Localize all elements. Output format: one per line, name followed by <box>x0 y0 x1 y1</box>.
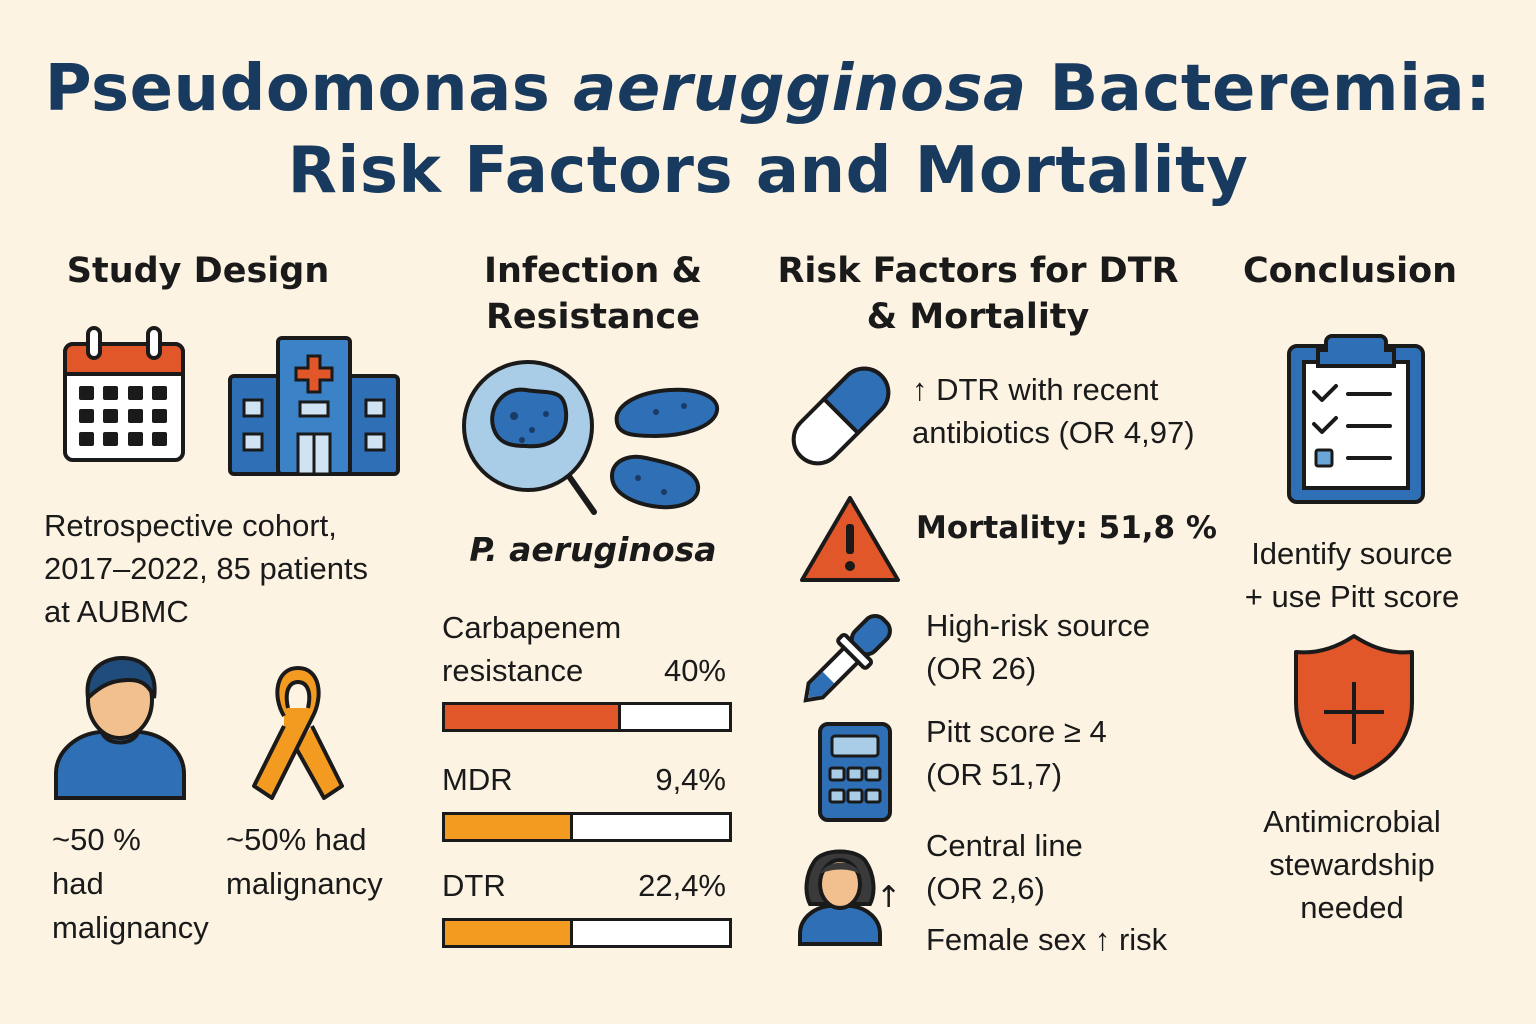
risk-female-note: Female sex ↑ risk <box>926 922 1168 957</box>
title-italic-word: aerugginosa <box>573 52 1027 126</box>
bar-dtr-fill <box>445 921 573 945</box>
bar-mdr-label: MDR <box>442 762 513 797</box>
bar-carbapenem-fill <box>445 705 622 729</box>
heading-study-design: Study Design <box>66 251 330 291</box>
person-icon <box>54 655 186 800</box>
stat-malignancy-left: ~50 % had malignancy <box>52 822 209 945</box>
dropper-icon <box>803 614 892 703</box>
conclusion-text-2: Antimicrobial stewardship needed <box>1263 804 1441 925</box>
heading-risk-factors: Risk Factors for DTR & Mortality <box>777 251 1179 337</box>
capsule-icon <box>791 366 891 466</box>
warning-icon <box>800 496 900 582</box>
risk-item-high-risk-source: High-risk source (OR 26) <box>926 608 1150 686</box>
clipboard-checklist-icon <box>1287 334 1425 504</box>
bar-carbapenem-label: Carbapenem resistance <box>442 610 622 688</box>
study-design-description: Retrospective cohort, 2017–2022, 85 pati… <box>44 508 369 629</box>
heading-infection-resistance: Infection & Resistance <box>483 251 703 337</box>
bar-dtr-track <box>442 918 732 948</box>
bar-mdr-fill <box>445 815 573 839</box>
calculator-icon <box>818 722 892 822</box>
page-title-line-1: Pseudomonas aerugginosa Bacteremia: <box>44 52 1492 126</box>
risk-item-antibiotics: ↑ DTR with recent antibiotics (OR 4,97) <box>912 372 1195 450</box>
woman-risk-arrow: ↑ <box>876 880 902 915</box>
bar-dtr-label: DTR <box>442 868 506 903</box>
bar-carbapenem-value: 40% <box>663 653 726 688</box>
bar-mdr-track <box>442 812 732 842</box>
magnifier-bacteria-icon <box>462 360 597 515</box>
hospital-icon <box>228 336 400 476</box>
organism-label: P. aeruginosa <box>469 530 717 569</box>
mortality-stat: Mortality: 51,8 % <box>916 510 1217 546</box>
risk-item-pitt-score: Pitt score ≥ 4 (OR 51,7) <box>926 714 1107 792</box>
bar-carbapenem-track <box>442 702 732 732</box>
heading-conclusion: Conclusion <box>1242 251 1458 291</box>
calendar-icon <box>63 326 185 462</box>
bar-dtr-value: 22,4% <box>638 868 726 903</box>
conclusion-text-1: Identify source + use Pitt score <box>1244 536 1460 614</box>
page-title-line-2: Risk Factors and Mortality <box>287 134 1249 208</box>
cancer-ribbon-icon <box>252 666 344 800</box>
bar-mdr-value: 9,4% <box>655 762 726 797</box>
stat-malignancy-right: ~50% had malignancy <box>226 822 383 901</box>
risk-item-central-line: Central line (OR 2,6) <box>926 828 1083 906</box>
woman-icon <box>798 849 882 946</box>
bacteria-icon <box>609 387 720 510</box>
shield-icon <box>1294 634 1414 780</box>
